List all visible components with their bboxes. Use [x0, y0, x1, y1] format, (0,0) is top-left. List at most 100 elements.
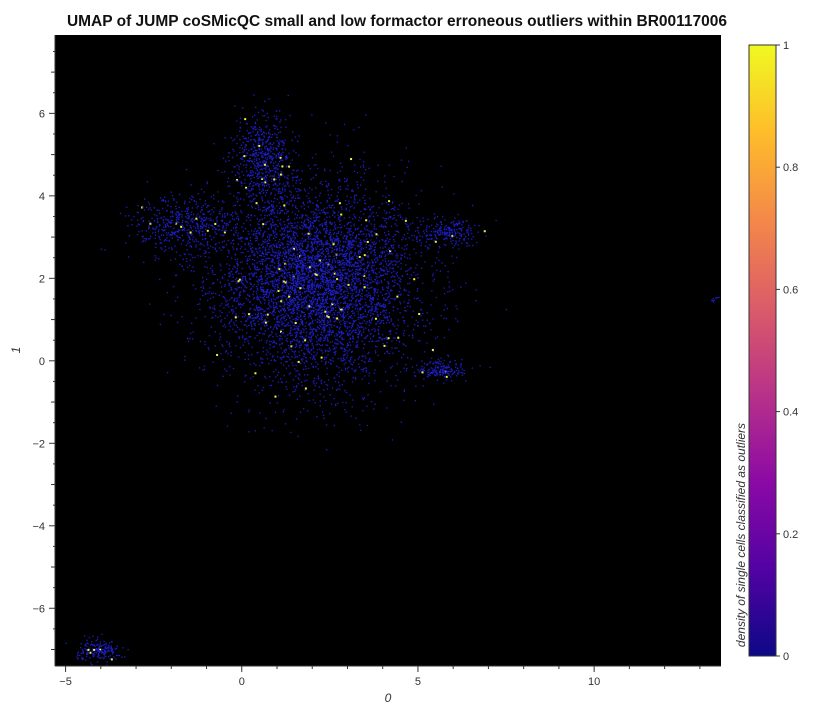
scatter-point: [331, 222, 333, 224]
scatter-point: [240, 303, 242, 306]
scatter-point: [338, 260, 341, 262]
scatter-point: [362, 164, 364, 166]
scatter-point: [314, 319, 317, 321]
scatter-point: [408, 207, 410, 209]
scatter-point: [349, 221, 352, 223]
scatter-point: [211, 283, 214, 285]
scatter-point: [163, 313, 165, 316]
scatter-point: [322, 250, 324, 252]
scatter-point: [339, 274, 341, 276]
scatter-point: [312, 284, 314, 287]
scatter-point: [292, 246, 294, 248]
scatter-point: [418, 203, 420, 205]
scatter-point: [339, 286, 341, 289]
scatter-point: [235, 344, 237, 347]
scatter-point: [318, 239, 320, 241]
scatter-point: [306, 226, 309, 228]
scatter-point: [370, 277, 372, 279]
scatter-point: [263, 298, 265, 301]
scatter-point: [334, 347, 336, 349]
scatter-point: [408, 269, 410, 271]
scatter-point: [191, 257, 194, 259]
scatter-point: [277, 265, 279, 267]
scatter-point: [253, 283, 255, 286]
scatter-point: [317, 334, 319, 336]
scatter-point: [305, 226, 307, 228]
scatter-point: [313, 263, 315, 265]
scatter-point: [340, 279, 342, 281]
scatter-point: [319, 337, 321, 339]
scatter-point: [397, 308, 399, 310]
scatter-point: [293, 308, 295, 310]
scatter-point: [383, 338, 385, 340]
scatter-point: [308, 399, 310, 402]
scatter-point: [349, 274, 351, 277]
scatter-point: [214, 247, 217, 249]
scatter-point: [283, 355, 285, 357]
scatter-point: [336, 254, 338, 256]
scatter-point: [301, 258, 303, 260]
scatter-point: [387, 296, 389, 299]
scatter-point: [302, 264, 305, 266]
scatter-point: [359, 245, 362, 247]
scatter-point: [347, 184, 349, 187]
scatter-point: [342, 291, 345, 294]
scatter-point: [328, 334, 331, 336]
scatter-point: [275, 279, 277, 282]
scatter-point: [242, 335, 244, 337]
scatter-point: [277, 190, 280, 192]
scatter-point: [261, 210, 264, 212]
scatter-point: [223, 222, 226, 224]
scatter-point: [272, 294, 274, 297]
scatter-point: [240, 279, 243, 281]
scatter-point: [301, 217, 303, 219]
scatter-point: [286, 280, 288, 282]
scatter-point: [372, 272, 374, 274]
scatter-point: [360, 265, 362, 267]
scatter-point: [262, 240, 265, 243]
scatter-point: [282, 328, 284, 331]
scatter-point: [276, 321, 279, 323]
scatter-point: [297, 327, 299, 330]
scatter-point: [264, 302, 266, 304]
scatter-point: [324, 293, 326, 295]
scatter-point: [306, 278, 308, 280]
scatter-point: [244, 375, 247, 377]
scatter-point: [360, 325, 362, 328]
scatter-point: [353, 282, 356, 284]
scatter-point: [336, 317, 339, 320]
scatter-point: [334, 266, 337, 268]
scatter-point: [336, 374, 338, 376]
scatter-point: [298, 351, 300, 353]
scatter-point: [283, 305, 285, 307]
scatter-point: [259, 296, 261, 298]
scatter-point: [359, 308, 361, 310]
scatter-point: [264, 299, 266, 301]
scatter-point: [298, 373, 300, 375]
scatter-point: [430, 304, 432, 306]
scatter-point: [222, 345, 224, 348]
scatter-point: [240, 185, 243, 187]
scatter-point: [289, 324, 291, 327]
scatter-point: [235, 331, 238, 333]
scatter-point: [291, 211, 294, 213]
scatter-point: [244, 341, 246, 343]
scatter-point: [233, 205, 235, 207]
scatter-point: [224, 215, 226, 217]
scatter-point: [253, 273, 255, 276]
scatter-point: [388, 302, 390, 305]
scatter-point: [299, 217, 301, 219]
scatter-point: [432, 280, 434, 282]
scatter-point: [363, 286, 366, 289]
scatter-point: [221, 241, 224, 243]
scatter-point: [398, 285, 401, 287]
scatter-point: [280, 224, 282, 226]
scatter-point: [349, 329, 351, 331]
scatter-point: [379, 337, 381, 339]
scatter-point: [209, 245, 212, 247]
scatter-point: [284, 351, 286, 353]
scatter-point: [299, 242, 301, 245]
scatter-point: [453, 193, 455, 195]
scatter-point: [279, 212, 281, 215]
scatter-point: [311, 309, 314, 312]
